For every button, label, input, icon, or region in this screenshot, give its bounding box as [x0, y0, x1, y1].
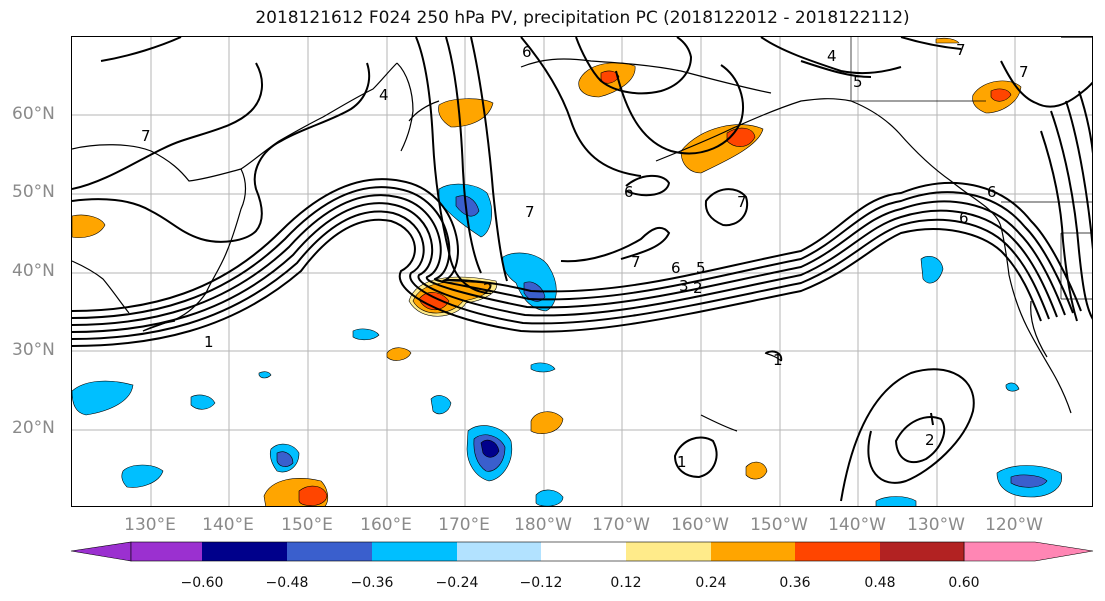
- lon-label-160e: 160°E: [360, 515, 412, 535]
- coastlines: [72, 37, 1092, 432]
- contour-label: 5: [853, 73, 863, 91]
- contour-label: 2: [925, 431, 935, 449]
- contour-label: 1: [204, 333, 214, 351]
- contour-label: 7: [631, 253, 641, 271]
- colorbar-tick: −0.48: [265, 575, 309, 591]
- colorbar-extend-left: [70, 541, 132, 562]
- colorbar-tick: 0.24: [695, 575, 727, 591]
- lon-label-160w: 160°W: [671, 515, 729, 535]
- contour-label: 7: [525, 203, 535, 221]
- contour-label: 3: [679, 277, 689, 295]
- map-panel: 1 2 2 3 4 4 5 5 6 6 6 6 6 7 7 7 7 7 7 2 …: [71, 36, 1093, 507]
- colorbar: [70, 541, 1094, 562]
- lon-label-170w: 170°W: [592, 515, 650, 535]
- colorbar-tick: 0.36: [779, 575, 811, 591]
- map-canvas: 1 2 2 3 4 4 5 5 6 6 6 6 6 7 7 7 7 7 7 2 …: [72, 37, 1092, 506]
- contour-label: 5: [696, 259, 706, 277]
- contour-label: 6: [522, 43, 532, 61]
- lat-label-40n: 40°N: [12, 261, 55, 281]
- colorbar-bin: [626, 542, 711, 561]
- contour-label: 7: [1019, 63, 1029, 81]
- lat-label-30n: 30°N: [12, 340, 55, 360]
- contour-labels: 1 2 2 3 4 4 5 5 6 6 6 6 6 7 7 7 7 7 7 2 …: [141, 41, 1029, 471]
- lon-label-140w: 140°W: [828, 515, 886, 535]
- contour-label: 7: [956, 41, 966, 59]
- lon-label-130w: 130°W: [907, 515, 965, 535]
- contour-label: 6: [671, 259, 681, 277]
- lon-label-150w: 150°W: [750, 515, 808, 535]
- lon-label-150e: 150°E: [281, 515, 333, 535]
- colorbar-tick: −0.36: [350, 575, 394, 591]
- lon-label-170e: 170°E: [438, 515, 490, 535]
- colorbar-bin: [457, 542, 541, 561]
- lon-label-140e: 140°E: [202, 515, 254, 535]
- colorbar-tick: 0.48: [864, 575, 896, 591]
- contour-label: 2: [483, 280, 493, 298]
- colorbar-bin: [372, 542, 457, 561]
- contour-label: 6: [959, 209, 969, 227]
- contour-label: 6: [624, 183, 634, 201]
- pv-contours: [72, 37, 1092, 502]
- lat-label-60n: 60°N: [12, 104, 55, 124]
- colorbar-bin: [880, 542, 964, 561]
- contour-label: 7: [141, 127, 151, 145]
- contour-label: 7: [737, 193, 747, 211]
- colorbar-bin: [541, 542, 626, 561]
- colorbar-tick: −0.60: [180, 575, 224, 591]
- colorbar-bin: [795, 542, 880, 561]
- colorbar-bin: [131, 542, 202, 561]
- contour-label: 1: [677, 453, 687, 471]
- colorbar-bin: [202, 542, 287, 561]
- lat-label-50n: 50°N: [12, 182, 55, 202]
- contour-label: 1: [773, 351, 783, 369]
- contour-label: 4: [379, 86, 389, 104]
- colorbar-extend-right: [963, 541, 1094, 562]
- map-title: 2018121612 F024 250 hPa PV, precipitatio…: [255, 8, 910, 28]
- lon-label-120w: 120°W: [985, 515, 1043, 535]
- colorbar-tick: −0.12: [519, 575, 563, 591]
- colorbar-bin: [711, 542, 795, 561]
- lat-label-20n: 20°N: [12, 418, 55, 438]
- lon-label-180w: 180°W: [514, 515, 572, 535]
- colorbar-tick: −0.24: [435, 575, 479, 591]
- colorbar-bin: [287, 542, 372, 561]
- contour-label: 2: [693, 279, 703, 297]
- colorbar-tick: 0.12: [610, 575, 642, 591]
- colorbar-tick: 0.60: [948, 575, 980, 591]
- contour-label: 4: [827, 47, 837, 65]
- lon-label-130e: 130°E: [124, 515, 176, 535]
- contour-label: 6: [987, 183, 997, 201]
- precip-negative-anomalies: [72, 183, 1062, 506]
